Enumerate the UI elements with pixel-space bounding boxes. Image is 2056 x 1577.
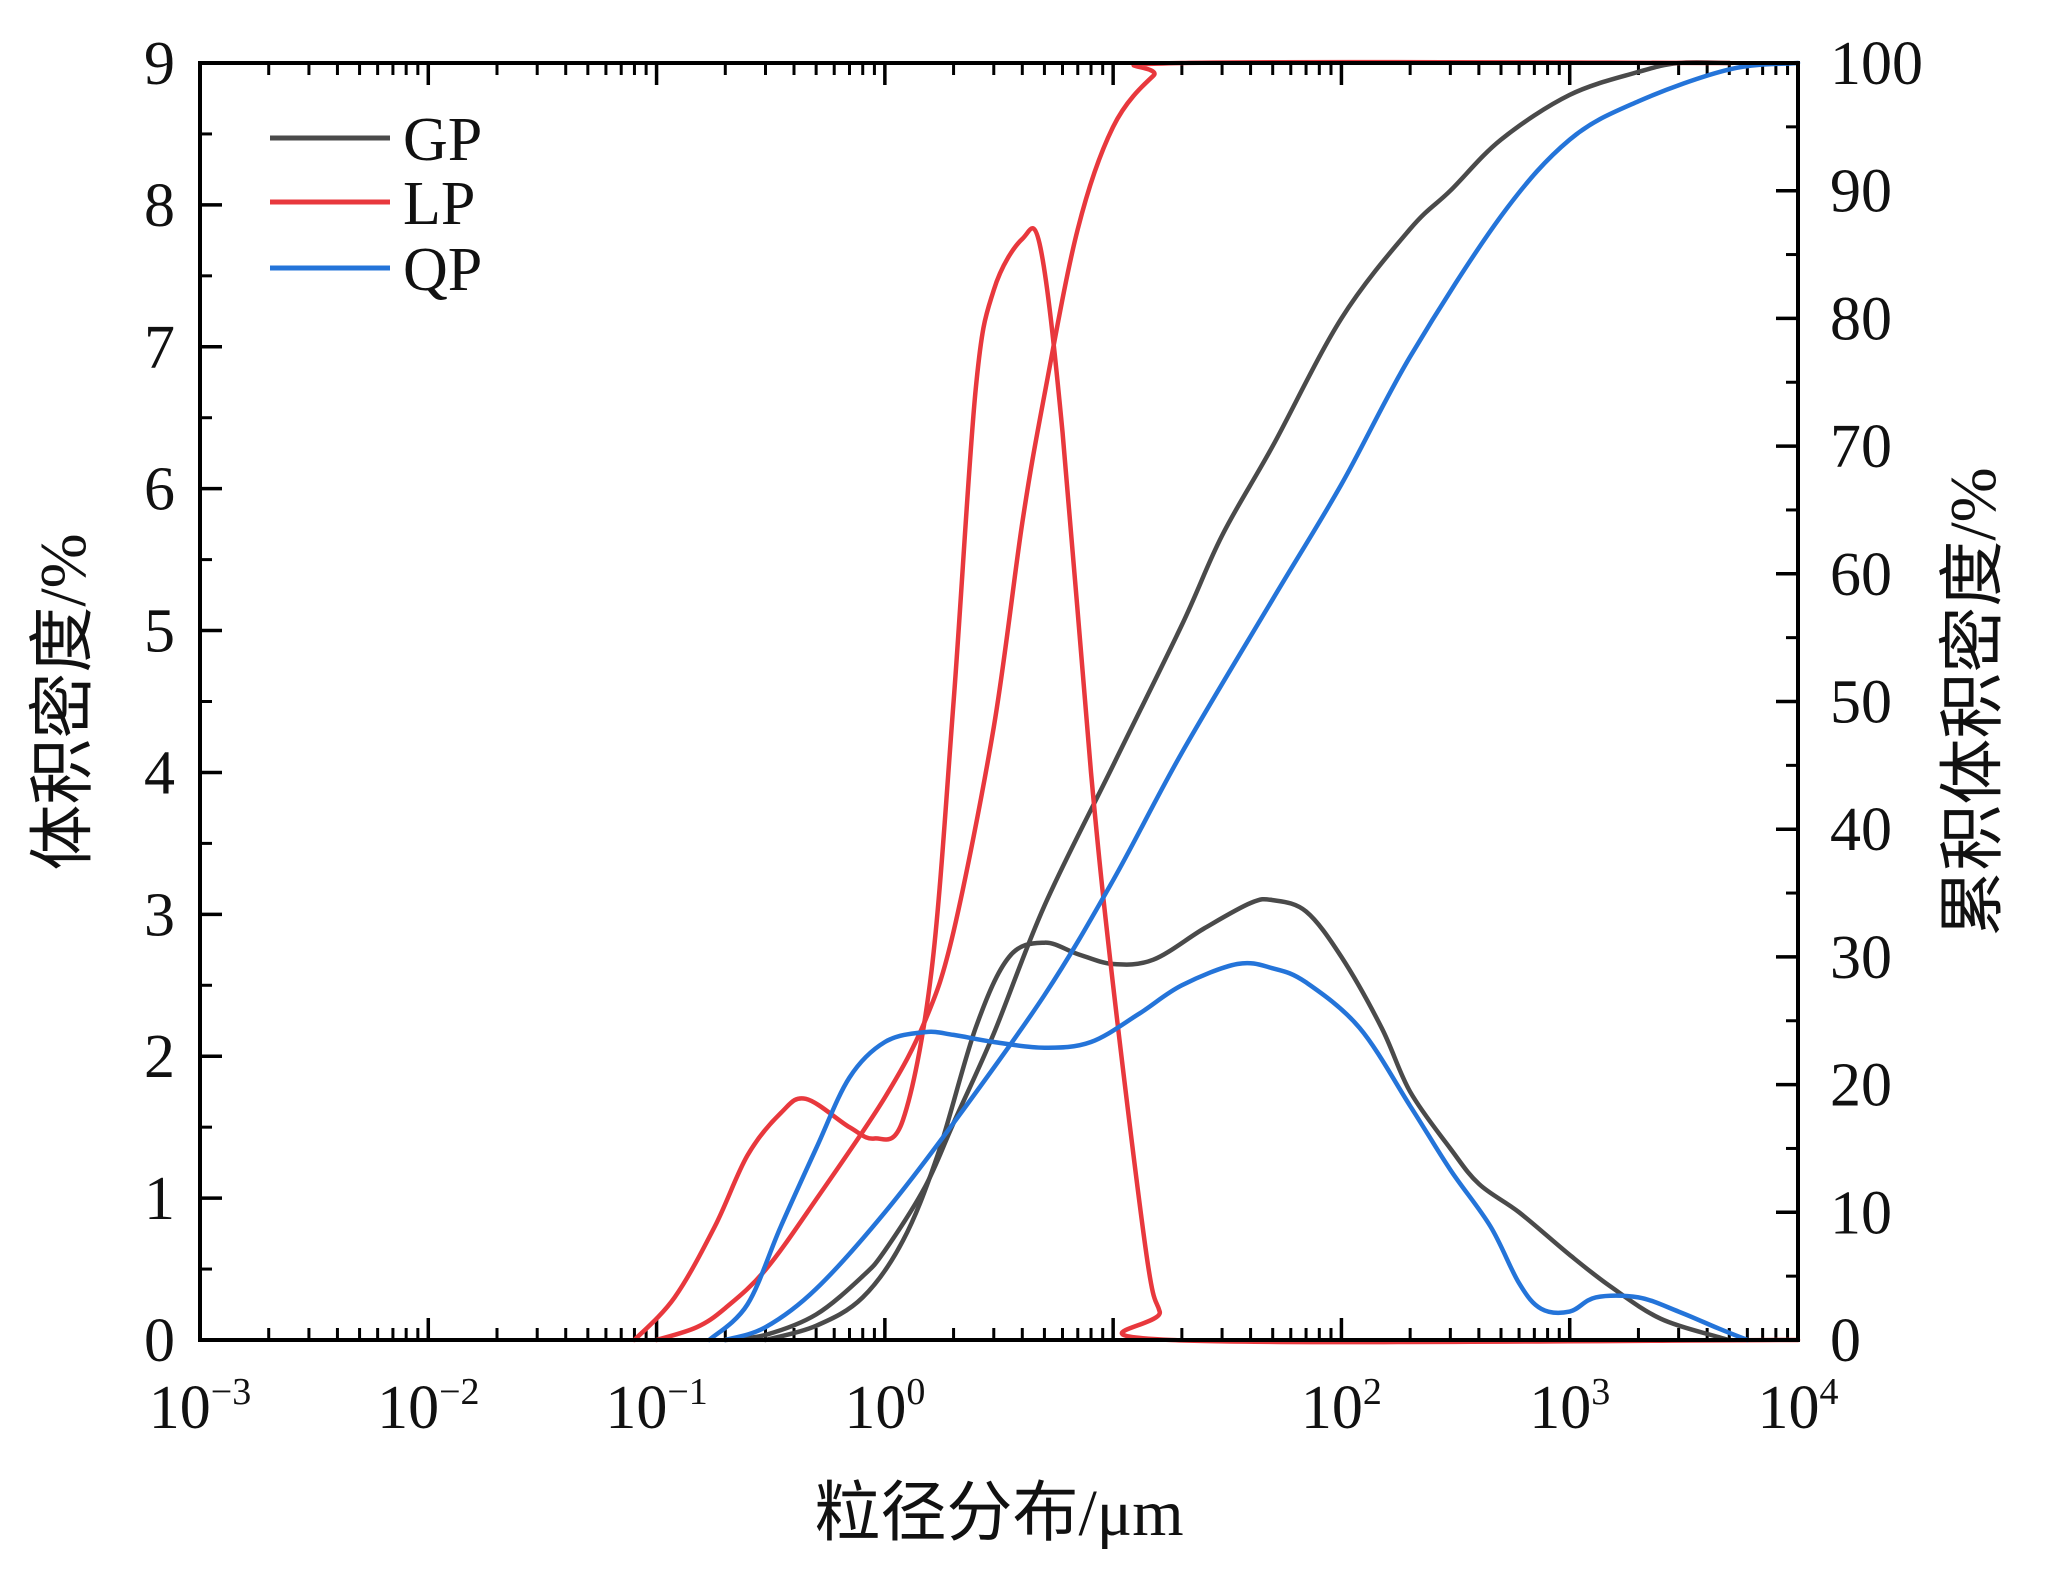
y-left-tick-label: 2 — [144, 1023, 175, 1091]
y-right-tick-label: 50 — [1830, 669, 1892, 737]
x-tick-base: 10 — [1758, 1374, 1820, 1442]
y-right-tick-label: 100 — [1830, 30, 1923, 98]
x-tick-exponent: −2 — [439, 1371, 479, 1413]
x-tick-exponent: 0 — [906, 1371, 925, 1413]
y-right-tick-label: 10 — [1830, 1179, 1892, 1247]
x-tick-label: 10−2 — [377, 1371, 479, 1442]
x-tick-exponent: 4 — [1820, 1371, 1839, 1413]
ticks-layer: 10−3 10−2 10−1 100 102 103 1040123456789010203… — [144, 30, 1923, 1442]
y-left-tick-label: 9 — [144, 30, 175, 98]
y-right-tick-label: 90 — [1830, 158, 1892, 226]
x-tick-exponent: −3 — [211, 1371, 251, 1413]
y-left-tick-label: 7 — [144, 314, 175, 382]
legend-label-gp: GP — [403, 106, 482, 174]
x-tick-base: 10 — [149, 1374, 211, 1442]
x-tick-base: 10 — [1529, 1374, 1591, 1442]
y-left-tick-label: 3 — [144, 881, 175, 949]
x-tick-base: 10 — [844, 1374, 906, 1442]
x-tick-label: 104 — [1758, 1371, 1839, 1442]
x-tick-exponent: −1 — [667, 1371, 707, 1413]
y-right-tick-label: 40 — [1830, 796, 1892, 864]
y-left-tick-label: 0 — [144, 1307, 175, 1375]
legend-label-lp: LP — [403, 170, 475, 238]
x-tick-label: 10−3 — [149, 1371, 251, 1442]
y-axis-right-title: 累积体积密度/% — [1937, 467, 2010, 936]
y-left-tick-label: 4 — [144, 739, 175, 807]
density-line-qp — [706, 960, 1750, 1343]
x-tick-label: 103 — [1529, 1371, 1610, 1442]
y-left-tick-label: 5 — [144, 598, 175, 666]
x-tick-base: 10 — [377, 1374, 439, 1442]
plot-frame — [198, 61, 1800, 1342]
x-axis-title: 粒径分布/μm — [814, 1477, 1183, 1550]
density-line-lp — [632, 226, 1801, 1345]
x-tick-label: 10−1 — [605, 1371, 707, 1442]
x-tick-base: 10 — [605, 1374, 667, 1442]
y-right-tick-label: 60 — [1830, 541, 1892, 609]
cumulative-line-qp — [723, 60, 1801, 1343]
cumulative-line-gp — [723, 60, 1732, 1343]
y-right-tick-label: 70 — [1830, 413, 1892, 481]
curves-layer — [632, 59, 1801, 1345]
y-left-tick-label: 6 — [144, 456, 175, 524]
y-right-tick-label: 30 — [1830, 924, 1892, 992]
y-left-tick-label: 1 — [144, 1165, 175, 1233]
x-tick-label: 100 — [844, 1371, 925, 1442]
y-right-tick-label: 20 — [1830, 1052, 1892, 1120]
y-axis-left-title: 体积密度/% — [27, 533, 100, 870]
legend-label-qp: QP — [403, 236, 482, 304]
x-tick-exponent: 3 — [1591, 1371, 1610, 1413]
x-tick-base: 10 — [1301, 1374, 1363, 1442]
y-right-tick-label: 0 — [1830, 1307, 1861, 1375]
y-right-tick-label: 80 — [1830, 285, 1892, 353]
x-tick-exponent: 2 — [1363, 1371, 1382, 1413]
cumulative-line-lp — [654, 59, 1732, 1343]
x-tick-label: 102 — [1301, 1371, 1382, 1442]
y-left-tick-label: 8 — [144, 172, 175, 240]
legend: GP LP QP — [270, 106, 482, 304]
